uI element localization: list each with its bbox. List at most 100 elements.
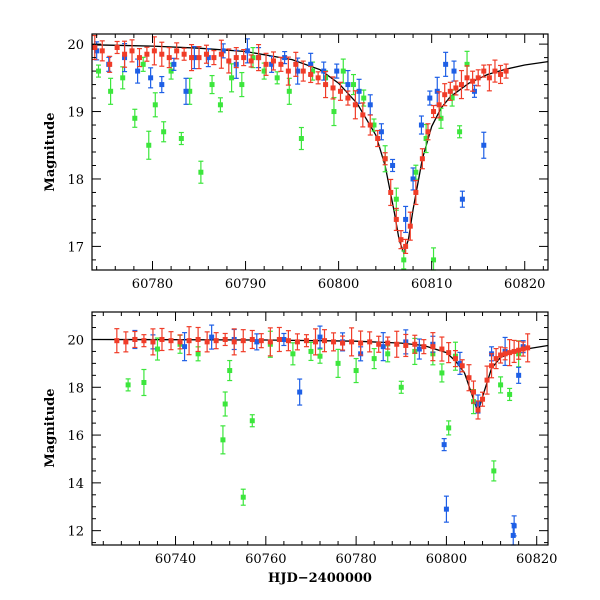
data-marker (250, 55, 256, 61)
data-marker (431, 109, 437, 115)
data-marker (282, 55, 288, 61)
top-x-tick-label: 60780 (132, 277, 173, 292)
data-marker (278, 61, 284, 67)
data-marker (209, 82, 215, 88)
data-marker (144, 51, 150, 57)
top-red-point (352, 90, 358, 120)
bottom-blue-point (516, 366, 522, 384)
data-marker (168, 338, 174, 344)
bottom-red-point (358, 330, 364, 356)
data-marker (123, 339, 129, 345)
data-marker (398, 384, 404, 390)
bottom-green-point (507, 387, 513, 402)
data-marker (285, 338, 291, 344)
data-marker (413, 169, 419, 175)
top-x-tick-label: 60790 (225, 277, 266, 292)
data-marker (451, 68, 457, 74)
data-marker (151, 48, 157, 54)
top-red-point (367, 114, 373, 136)
bottom-blue-point (443, 495, 449, 523)
data-marker (498, 382, 504, 388)
data-marker (475, 75, 481, 81)
top-red-point (256, 43, 262, 72)
bottom-green-point (317, 348, 323, 364)
data-marker (340, 340, 346, 346)
bottom-red-point (186, 326, 192, 356)
bottom-blue-point (281, 332, 287, 347)
data-marker (217, 102, 223, 108)
data-marker (218, 51, 224, 57)
data-marker (393, 196, 399, 202)
bottom-red-point (258, 333, 264, 349)
data-marker (507, 350, 513, 356)
top-red-point (218, 39, 224, 69)
data-marker (423, 136, 429, 142)
top-red-point (241, 48, 247, 67)
data-marker (140, 61, 146, 67)
data-marker (222, 336, 228, 342)
bottom-green-point (125, 378, 131, 392)
data-marker (267, 339, 273, 345)
bottom-red-point (331, 332, 337, 352)
top-red-point (122, 40, 128, 68)
data-marker (516, 372, 522, 378)
bottom-ticks: 60740 60760 60780 60800 60820 12 14 16 18 20 (67, 312, 557, 567)
bottom-red-point (150, 328, 156, 356)
bottom-red-point (349, 327, 355, 357)
bottom-blue-point (297, 378, 303, 406)
bottom-x-tick-label: 60760 (245, 552, 286, 567)
top-red-point (144, 46, 150, 62)
top-red-point (270, 51, 276, 71)
bottom-blue-point (380, 332, 386, 362)
bottom-blue-point (416, 338, 422, 360)
top-red-point (398, 230, 404, 250)
data-marker (452, 356, 458, 362)
data-marker (470, 78, 476, 84)
data-marker (148, 75, 154, 81)
top-red-point (308, 65, 314, 84)
bottom-red-point (231, 328, 237, 356)
top-data-marks (91, 34, 549, 271)
top-blue-point (418, 115, 424, 135)
top-red-point (211, 49, 217, 66)
top-green-point (457, 125, 463, 139)
top-green-point (96, 64, 102, 78)
data-marker (385, 351, 391, 357)
bottom-x-axis-title: HJD−2400000 (268, 571, 372, 586)
data-marker (447, 88, 453, 94)
data-marker (312, 339, 318, 345)
top-red-point (293, 51, 299, 77)
bottom-green-point (446, 420, 452, 436)
bottom-y-tick-label: 16 (67, 429, 84, 444)
data-marker (317, 353, 323, 359)
top-y-tick-label: 18 (67, 173, 84, 188)
data-marker (249, 418, 255, 424)
data-marker (459, 363, 465, 369)
top-red-point (419, 148, 425, 170)
data-marker (403, 216, 409, 222)
data-marker (152, 102, 158, 108)
top-blue-point (148, 67, 154, 89)
top-red-point (285, 56, 291, 86)
top-red-point (345, 90, 351, 106)
data-marker (233, 55, 239, 61)
data-marker (331, 339, 337, 345)
bottom-blue-point (209, 324, 215, 350)
data-marker (285, 68, 291, 74)
top-green-point (286, 77, 292, 105)
bottom-data-marks (91, 324, 549, 546)
top-red-point (388, 178, 394, 207)
data-marker (443, 506, 449, 512)
data-marker (317, 334, 323, 340)
bottom-green-point (439, 363, 445, 383)
top-red-point (315, 71, 321, 85)
bottom-green-point (353, 357, 359, 384)
top-y-tick-label: 20 (67, 38, 84, 53)
data-marker (382, 156, 388, 162)
top-red-point (407, 211, 413, 241)
data-marker (182, 344, 188, 350)
top-red-point (181, 47, 187, 61)
top-red-point (442, 83, 448, 107)
data-marker (122, 51, 128, 57)
bottom-red-point (177, 334, 183, 350)
